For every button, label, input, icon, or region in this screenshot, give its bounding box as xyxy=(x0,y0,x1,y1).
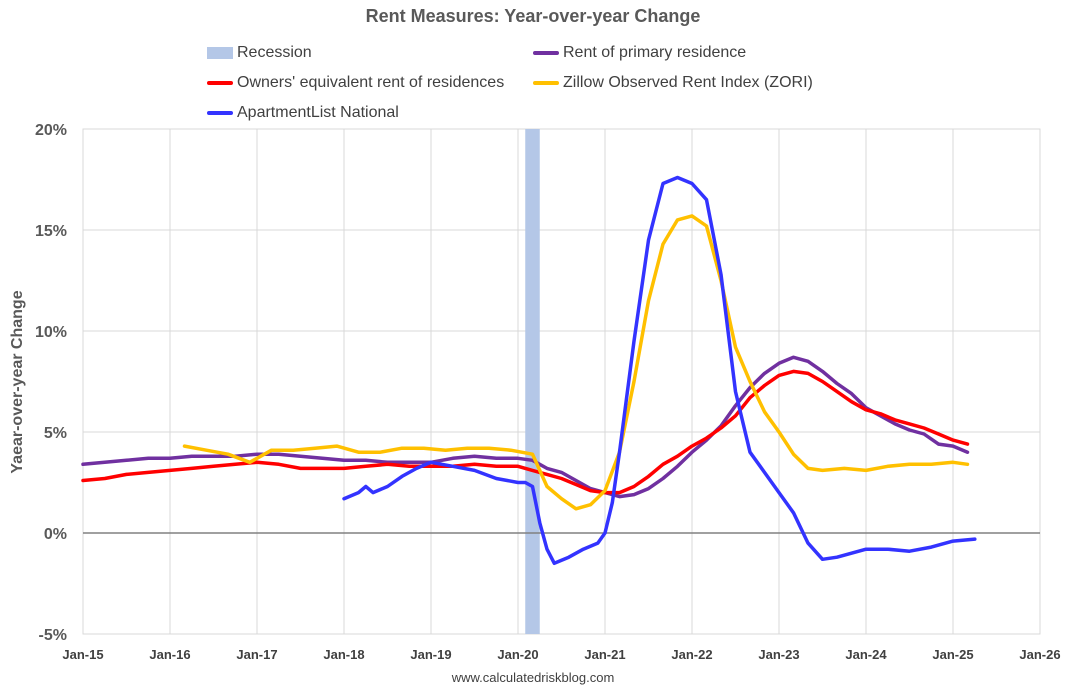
legend-swatch-recession xyxy=(207,47,233,59)
x-tick-label: Jan-18 xyxy=(323,647,364,662)
legend-swatch-zori xyxy=(533,81,559,85)
legend-item-apartmentlist: ApartmentList National xyxy=(207,104,399,122)
x-tick-label: Jan-21 xyxy=(584,647,625,662)
x-tick-label: Jan-16 xyxy=(149,647,190,662)
chart-title: Rent Measures: Year-over-year Change xyxy=(365,6,701,26)
y-tick-label: 15% xyxy=(35,223,67,240)
x-tick-label: Jan-25 xyxy=(932,647,973,662)
x-tick-label: Jan-17 xyxy=(236,647,277,662)
y-tick-label: 20% xyxy=(35,122,67,139)
source-footer: www.calculatedriskblog.com xyxy=(451,670,615,685)
legend-swatch-apartmentlist xyxy=(207,111,233,115)
legend-label-apartmentlist: ApartmentList National xyxy=(237,104,399,121)
x-tick-label: Jan-26 xyxy=(1019,647,1060,662)
legend-label-zori: Zillow Observed Rent Index (ZORI) xyxy=(563,74,813,91)
legend-label-oer: Owners' equivalent rent of residences xyxy=(237,74,505,91)
y-tick-label: -5% xyxy=(39,627,67,644)
legend-item-zori: Zillow Observed Rent Index (ZORI) xyxy=(533,74,813,92)
x-tick-label: Jan-23 xyxy=(758,647,799,662)
x-tick-label: Jan-15 xyxy=(62,647,103,662)
y-tick-label: 10% xyxy=(35,324,67,341)
y-tick-label: 0% xyxy=(44,526,67,543)
x-tick-label: Jan-24 xyxy=(845,647,887,662)
legend-item-oer: Owners' equivalent rent of residences xyxy=(207,74,504,92)
series-line-apartmentlist-national xyxy=(342,175,977,566)
y-tick-label: 5% xyxy=(44,425,67,442)
legend-label-recession: Recession xyxy=(237,44,312,61)
legend-label-rent-primary: Rent of primary residence xyxy=(563,44,747,61)
recession-band xyxy=(525,129,540,634)
x-tick-label: Jan-22 xyxy=(671,647,712,662)
x-tick-label: Jan-20 xyxy=(497,647,538,662)
x-tick-label: Jan-19 xyxy=(410,647,451,662)
legend-item-rent-primary: Rent of primary residence xyxy=(533,44,746,62)
legend-swatch-oer xyxy=(207,81,233,85)
legend-swatch-rent-primary xyxy=(533,51,559,55)
series-line-owners-equivalent-rent-of-residences xyxy=(81,369,970,495)
legend-item-recession: Recession xyxy=(207,44,312,62)
series-line-zillow-observed-rent-index-zori xyxy=(182,214,970,511)
plot-border xyxy=(82,128,1041,635)
